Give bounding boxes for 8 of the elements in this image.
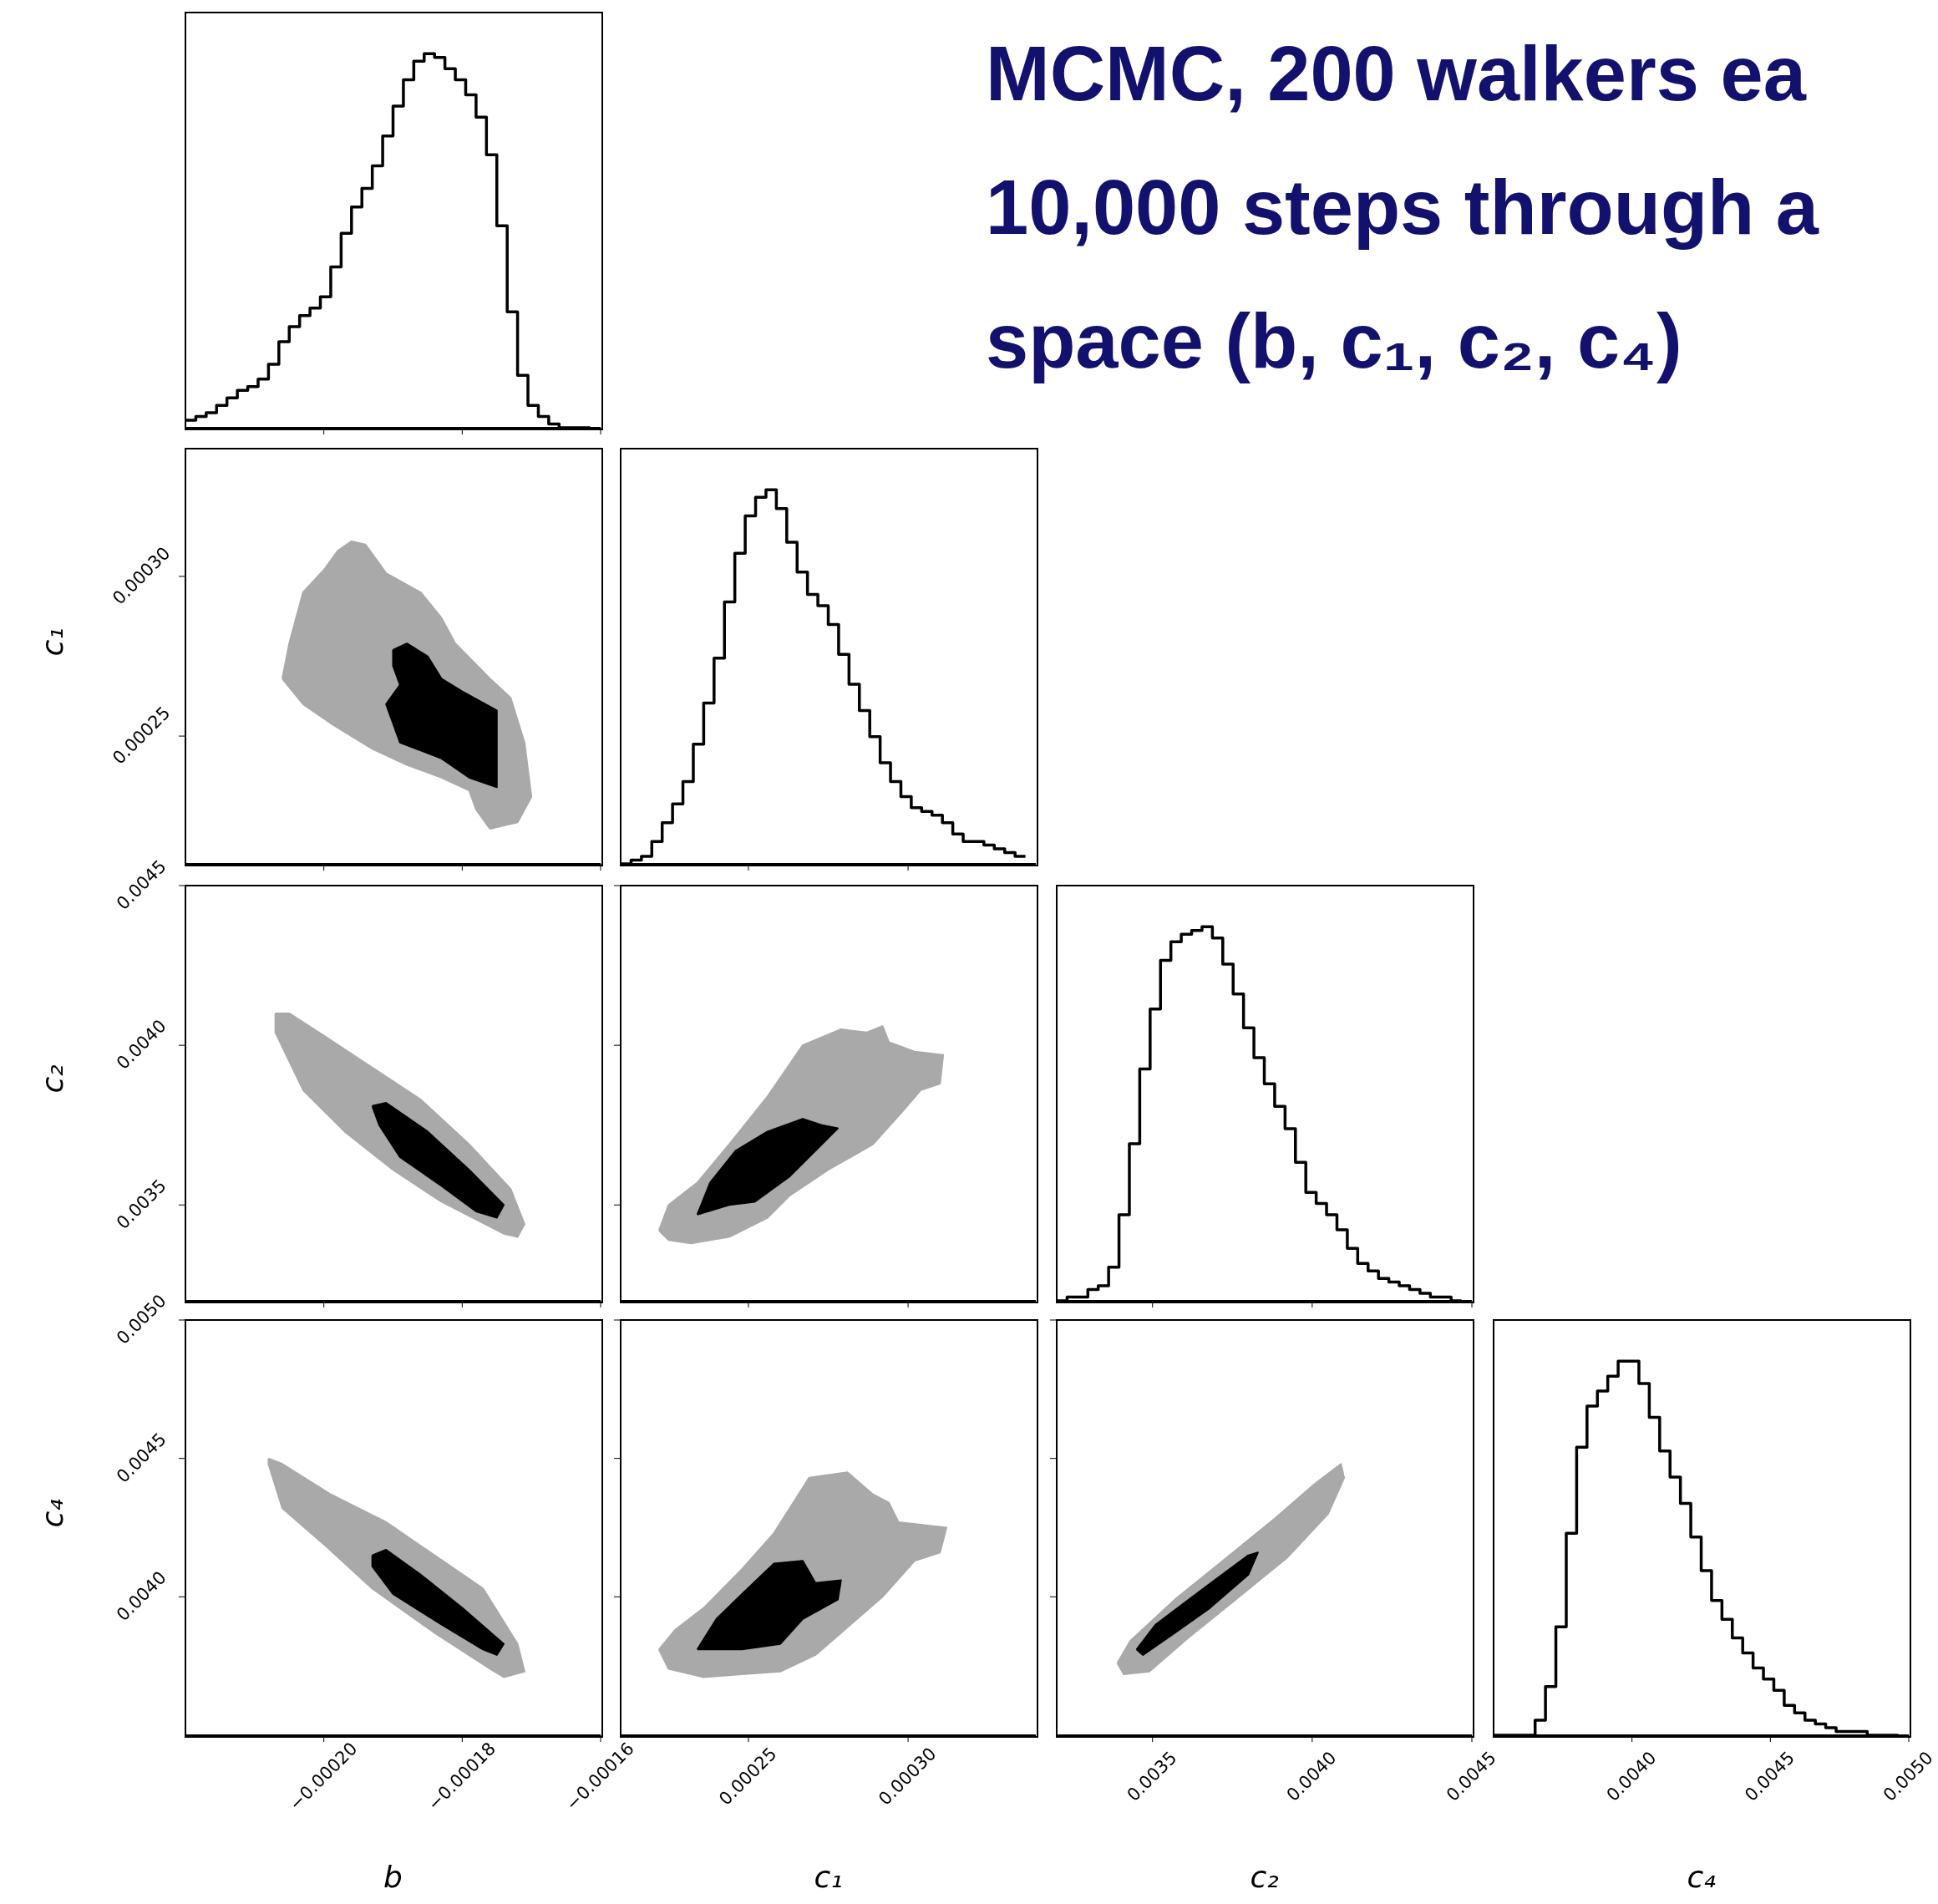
x-axis-title: c₂ bbox=[1250, 1860, 1279, 1894]
y-axis-title: c₂ bbox=[34, 1064, 69, 1094]
y-axis-title: c₄ bbox=[34, 1498, 69, 1528]
y-axis-title: c₁ bbox=[34, 627, 69, 657]
x-axis-title: c₁ bbox=[814, 1860, 843, 1894]
x-axis-title: c₄ bbox=[1687, 1860, 1717, 1894]
x-axis-title: b bbox=[383, 1860, 403, 1894]
text: MCMC, 200 walkers ea 10,000 steps through a space (b, c₁, c₂, c₄) bbox=[986, 30, 1819, 385]
